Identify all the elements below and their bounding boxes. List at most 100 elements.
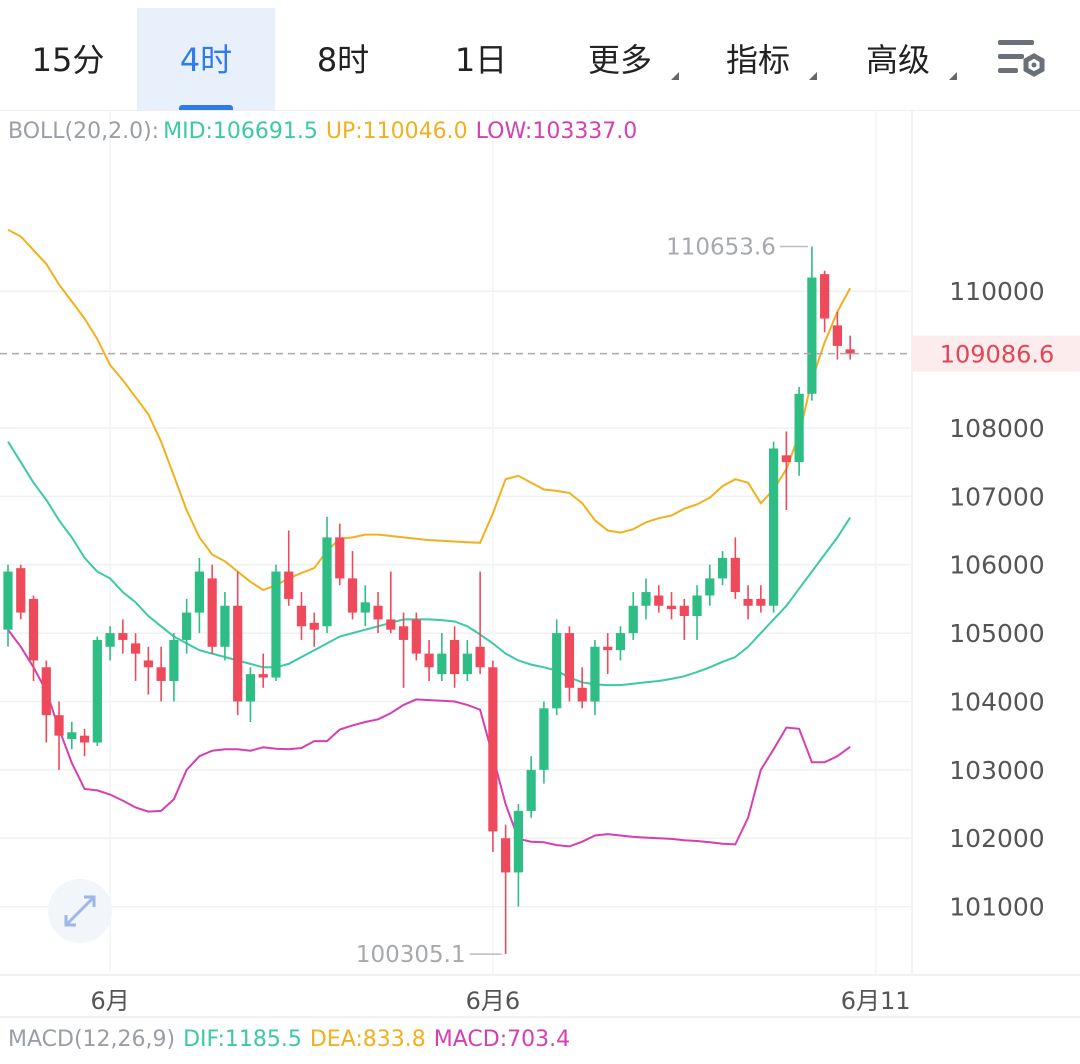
candle-body <box>666 605 677 610</box>
y-tick-label: 104000 <box>949 687 1044 716</box>
candle-body <box>207 578 217 647</box>
y-tick-label: 103000 <box>949 756 1044 785</box>
candle-body <box>641 592 651 606</box>
candle-body <box>322 537 332 627</box>
y-tick-label: 107000 <box>949 482 1044 511</box>
candle-body <box>552 633 562 709</box>
candle-body <box>424 653 434 668</box>
candle-body <box>475 646 485 668</box>
candle-body <box>16 568 26 613</box>
candle-body <box>284 571 294 599</box>
bollinger-line <box>7 441 852 687</box>
candle-body <box>820 274 830 319</box>
dropdown-arrow <box>671 72 679 80</box>
candle-body <box>105 633 115 647</box>
candle-body <box>67 732 77 740</box>
tab[interactable]: 更多 <box>551 8 689 110</box>
tab-label: 8时 <box>316 41 370 79</box>
macd-legend: MACD:703.4 <box>434 1027 570 1052</box>
candle-body <box>615 633 626 651</box>
y-tick-label: 106000 <box>949 551 1044 580</box>
candle-body <box>526 769 536 811</box>
candle-body <box>156 667 166 681</box>
price-label: 109086.6 <box>940 341 1055 369</box>
candle-body <box>590 646 600 702</box>
candle-body <box>258 674 268 678</box>
tab[interactable]: 15分 <box>0 8 137 110</box>
boll-legend: MID:106691.5 <box>163 119 318 144</box>
tab-bar: 15分 4时 8时 1日 更多 指标 高级 <box>0 0 1080 111</box>
tab-label: 15分 <box>31 41 105 79</box>
candle-body <box>769 448 779 606</box>
tab[interactable]: 4时 <box>137 8 275 110</box>
tab[interactable]: 指标 <box>689 8 827 110</box>
settings-icon[interactable] <box>996 38 1048 82</box>
candle-body <box>118 633 128 640</box>
boll-legend: LOW:103337.0 <box>476 119 638 144</box>
tab-label: 4时 <box>179 41 233 79</box>
y-tick-label: 102000 <box>949 824 1044 853</box>
candle-body <box>79 735 90 743</box>
candle-body <box>501 838 511 873</box>
chart: 101000 102000 103000 104000 105000 106000 1070… <box>0 110 1080 1052</box>
candle-body <box>92 639 102 743</box>
dropdown-arrow <box>809 72 817 80</box>
macd-legend: MACD(12,26,9) <box>8 1027 175 1052</box>
candle-body <box>220 605 230 647</box>
y-tick-label: 101000 <box>949 893 1044 922</box>
min-label: 100305.1 <box>356 942 466 968</box>
boll-legend: UP:110046.0 <box>326 119 468 144</box>
candle-body <box>335 537 345 579</box>
candle-body <box>41 667 51 716</box>
x-tick-label: 6月6 <box>466 987 521 1015</box>
candle-body <box>450 639 460 675</box>
candle-body <box>194 571 204 613</box>
price-tag <box>912 335 1080 372</box>
y-tick-label: 108000 <box>949 414 1044 443</box>
x-tick-label: 6月11 <box>841 987 911 1015</box>
candle-body <box>143 660 153 668</box>
max-label: 110653.6 <box>666 235 776 261</box>
candle-body <box>513 810 523 873</box>
macd-header: MACD(12,26,9) DIF:1185.5 DEA:833.8 MACD:703… <box>8 1027 570 1052</box>
candle-body <box>845 349 855 354</box>
tab-label: 高级 <box>865 41 930 79</box>
candle-body <box>794 393 804 463</box>
expand-icon <box>64 895 96 927</box>
candle-body <box>756 598 766 606</box>
candle-body <box>679 605 689 617</box>
candle-body <box>692 595 702 617</box>
candle-body <box>360 602 370 613</box>
candle-body <box>577 687 587 702</box>
macd-legend: DEA:833.8 <box>310 1027 426 1052</box>
tab[interactable]: 1日 <box>412 8 550 110</box>
tab[interactable]: 高级 <box>829 8 967 110</box>
candle-body <box>347 578 358 613</box>
bollinger-line <box>7 629 851 848</box>
candle-body <box>462 653 472 675</box>
y-tick-label: 110000 <box>949 277 1044 306</box>
candle-body <box>743 598 753 606</box>
tab-label: 1日 <box>454 41 508 79</box>
candle-body <box>182 612 192 640</box>
tab[interactable]: 8时 <box>274 8 412 110</box>
candle-body <box>131 643 141 654</box>
candle-body <box>781 455 791 463</box>
candle-body <box>54 715 64 736</box>
expand-button[interactable] <box>48 879 112 943</box>
candle-body <box>411 619 421 654</box>
candle-body <box>3 571 13 630</box>
candle-body <box>564 633 575 688</box>
candle-body <box>603 646 613 651</box>
boll-label: BOLL(20,2.0): <box>8 119 159 144</box>
candle-body <box>654 595 664 606</box>
active-indicator <box>179 105 233 110</box>
x-tick-label: 6月 <box>90 987 129 1015</box>
candle-body <box>730 557 740 593</box>
macd-legend: DIF:1185.5 <box>183 1027 302 1052</box>
candle-body <box>717 557 728 579</box>
candle-body <box>28 598 39 661</box>
candle-body <box>398 626 409 640</box>
tab-label: 指标 <box>725 41 790 79</box>
